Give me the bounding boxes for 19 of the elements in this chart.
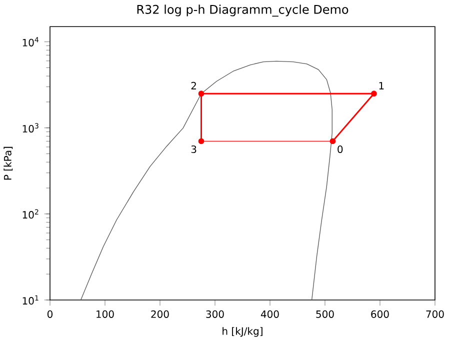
x-tick-label: 100 [96, 310, 114, 318]
x-tick-label: 300 [206, 310, 224, 318]
y-axis-title: P [kPa] [4, 146, 13, 180]
annotation: 3 [191, 145, 196, 154]
annotation: 0 [338, 145, 343, 154]
y-tick-label: 10$^{3}$ [22, 123, 38, 133]
x-tick-label: 600 [371, 310, 389, 318]
chart-title: R32 log p-h Diagramm_cycle Demo [137, 4, 348, 17]
y-tick-label: 10$^{1}$ [22, 295, 38, 305]
annotation: 1 [379, 82, 384, 90]
x-tick-label: 0 [47, 310, 53, 318]
annotation: 2 [191, 82, 196, 90]
x-axis-title: h [kJ/kg] [222, 327, 262, 337]
x-tick-label: 500 [316, 310, 334, 318]
y-tick-label: 10$^{2}$ [22, 209, 38, 219]
x-tick-label: 700 [426, 310, 444, 318]
y-tick-label: 10$^{4}$ [22, 37, 39, 46]
x-tick-label: 400 [260, 310, 279, 318]
x-tick-label: 200 [151, 310, 169, 318]
